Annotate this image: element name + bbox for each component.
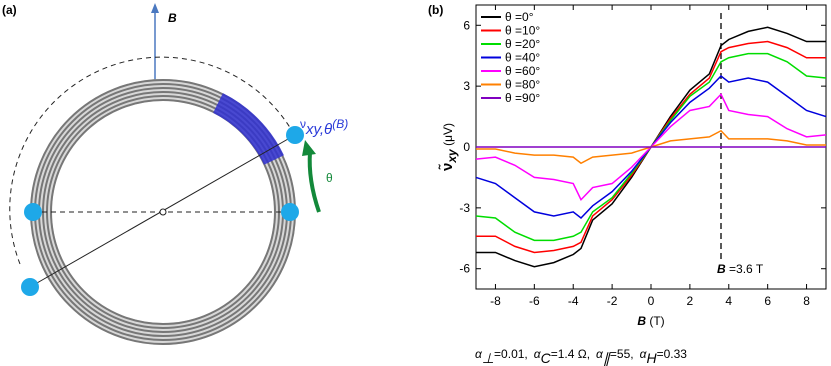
param-symbol: α — [596, 347, 604, 361]
legend-label: θ =20° — [505, 37, 540, 51]
signal-label: νxy,θ(B) — [300, 117, 348, 138]
y-tick-label: 3 — [463, 79, 470, 93]
param-sub: C — [541, 350, 552, 366]
legend-label: θ =90° — [505, 91, 540, 105]
x-tick-label: -4 — [568, 294, 579, 308]
marker-symbol: B — [717, 262, 726, 276]
x-tick-label: 4 — [725, 294, 732, 308]
param-sub: H — [646, 350, 657, 366]
param-value: =1.4 Ω, — [551, 347, 590, 361]
param-value: =55, — [610, 347, 634, 361]
legend-label: θ =0° — [505, 10, 534, 24]
rotation-path — [9, 56, 296, 265]
x-label-symbol: B — [637, 314, 646, 328]
y-axis-label: ν̃xy (μV) — [438, 123, 459, 171]
param-symbol: α — [640, 347, 648, 361]
arrow-head — [302, 140, 316, 156]
legend-label: θ =10° — [505, 24, 540, 38]
angle-arrow — [307, 151, 321, 213]
y-tick-label: 6 — [463, 18, 470, 32]
param-sub: ⊥ — [482, 350, 494, 366]
parameters: α⊥=0.01, αC=1.4 Ω, α∥=55, αH=0.33 — [475, 347, 687, 366]
x-tick-label: -2 — [607, 294, 618, 308]
marker-text: =3.6 T — [726, 262, 764, 276]
x-tick-label: 8 — [803, 294, 810, 308]
param-sub: ∥ — [603, 350, 611, 366]
y-tick-label: -3 — [459, 201, 470, 215]
arrow-head — [151, 3, 159, 13]
y-label-symbol: ν̃ — [438, 163, 456, 171]
param-value: =0.01, — [494, 347, 528, 361]
panel-label: (b) — [428, 3, 443, 17]
x-tick-label: 2 — [687, 294, 694, 308]
legend-label: θ =40° — [505, 51, 540, 65]
panel-a: (a) B νxy,θ(B) θ — [2, 3, 348, 345]
center — [159, 208, 167, 216]
panel-b: (b) -8 -6 -4 -2 0 2 4 6 8 -6 -3 0 3 6 B (T) ν̃xy (μV) B … — [428, 3, 827, 366]
x-tick-label: 6 — [764, 294, 771, 308]
y-label-sub: xy — [445, 148, 459, 164]
y-label-unit: (μV) — [441, 123, 455, 149]
angle-label: θ — [326, 171, 333, 185]
param-value: =0.33 — [657, 347, 688, 361]
contacts — [21, 126, 304, 296]
panel-label: (a) — [2, 3, 17, 17]
x-label-unit: (T) — [646, 314, 665, 328]
field-label: B — [168, 11, 177, 25]
y-tick-label: -6 — [459, 262, 470, 276]
x-tick-label: 0 — [648, 294, 655, 308]
param-symbol: α — [475, 347, 483, 361]
x-tick-label: -8 — [490, 294, 501, 308]
x-axis-label: B (T) — [637, 314, 664, 328]
legend-label: θ =80° — [505, 78, 540, 92]
legend-label: θ =60° — [505, 64, 540, 78]
param-symbol: α — [534, 347, 542, 361]
marker-label: B =3.6 T — [717, 262, 764, 276]
y-tick-label: 0 — [463, 140, 470, 154]
contact-segment — [212, 93, 284, 166]
x-tick-label: -6 — [529, 294, 540, 308]
